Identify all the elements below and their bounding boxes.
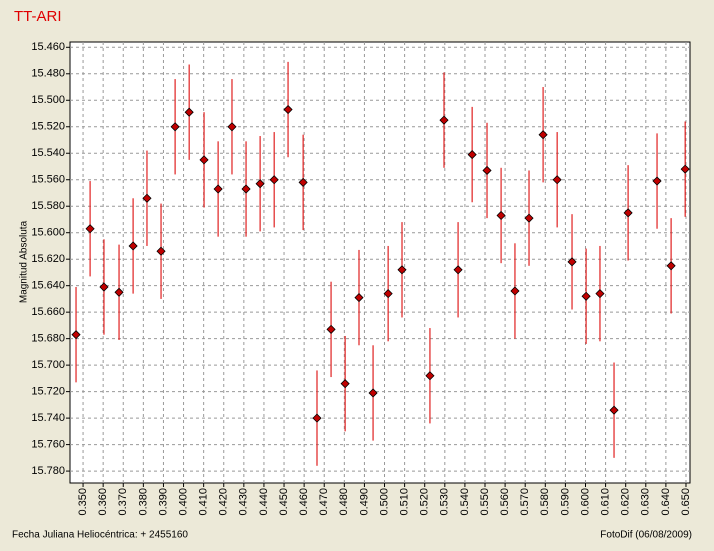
point <box>241 184 251 194</box>
point <box>467 150 477 160</box>
point <box>156 246 166 256</box>
y-tick-label: 15.680 <box>31 333 65 345</box>
x-tick-label: 0.560 <box>499 488 511 516</box>
point <box>439 115 449 125</box>
point <box>482 165 492 176</box>
x-tick-label: 0.370 <box>117 488 129 516</box>
x-tick-label: 0.470 <box>318 488 330 516</box>
point <box>283 104 293 115</box>
x-tick-label: 0.590 <box>559 488 571 516</box>
point <box>128 241 138 251</box>
point <box>666 261 676 271</box>
point <box>609 405 619 415</box>
x-tick-label: 0.430 <box>238 488 250 516</box>
point <box>623 208 633 218</box>
x-tick-label: 0.540 <box>459 488 471 516</box>
point <box>142 193 152 203</box>
chart-title: TT-ARI <box>14 8 62 25</box>
point <box>298 177 308 187</box>
y-tick-label: 15.500 <box>31 94 65 106</box>
x-tick-label: 0.500 <box>378 488 390 516</box>
point <box>453 265 463 275</box>
x-tick-label: 0.400 <box>177 488 189 516</box>
point <box>114 287 124 297</box>
point <box>227 122 237 132</box>
y-tick-label: 15.460 <box>31 41 65 53</box>
y-tick-label: 15.540 <box>31 147 65 159</box>
x-tick-label: 0.650 <box>680 488 692 516</box>
y-tick-label: 15.620 <box>31 253 65 265</box>
x-tick-label: 0.640 <box>660 488 672 516</box>
point <box>312 413 322 423</box>
footer: FotoDif (06/08/2009) <box>600 530 692 541</box>
point <box>213 184 223 194</box>
y-tick-label: 15.480 <box>31 68 65 80</box>
y-tick-label: 15.580 <box>31 200 65 212</box>
x-tick-label: 0.380 <box>137 488 149 516</box>
point <box>652 176 662 186</box>
y-tick-label: 15.640 <box>31 280 65 292</box>
point <box>354 293 364 303</box>
x-tick-label: 0.610 <box>599 488 611 516</box>
x-tick-label: 0.390 <box>157 488 169 516</box>
point <box>595 289 605 299</box>
x-tick-label: 0.570 <box>519 488 531 516</box>
y-axis-label: Magnitud Absoluta <box>19 220 30 303</box>
point <box>538 130 548 140</box>
point <box>85 224 95 234</box>
point <box>496 210 506 221</box>
y-tick-label: 15.780 <box>31 465 65 477</box>
x-tick-label: 0.630 <box>640 488 652 516</box>
point <box>680 164 690 174</box>
point <box>552 175 562 185</box>
x-tick-label: 0.530 <box>439 488 451 516</box>
y-tick-label: 15.560 <box>31 174 65 186</box>
y-tick-label: 15.720 <box>31 386 65 398</box>
x-tick-label: 0.410 <box>198 488 210 516</box>
y-tick-label: 15.520 <box>31 121 65 133</box>
x-tick-label: 0.420 <box>218 488 230 516</box>
point <box>397 265 407 275</box>
x-tick-label: 0.480 <box>338 488 350 516</box>
x-tick-label: 0.520 <box>419 488 431 516</box>
x-tick-label: 0.510 <box>399 488 411 516</box>
x-tick-label: 0.350 <box>77 488 89 516</box>
point <box>269 175 279 185</box>
point <box>255 179 265 189</box>
x-tick-label: 0.600 <box>579 488 591 516</box>
x-tick-label: 0.460 <box>298 488 310 516</box>
y-tick-label: 15.660 <box>31 306 65 318</box>
x-tick-label: 0.550 <box>479 488 491 516</box>
point <box>199 155 209 165</box>
point <box>524 213 534 223</box>
point <box>581 291 591 301</box>
y-tick-label: 15.740 <box>31 412 65 424</box>
x-tick-label: 0.450 <box>278 488 290 516</box>
point <box>425 371 435 381</box>
point <box>184 107 194 117</box>
x-axis-label: Fecha Juliana Heliocéntrica: + 2455160 <box>12 530 188 541</box>
point <box>71 330 81 340</box>
point <box>383 289 393 299</box>
x-tick-label: 0.580 <box>539 488 551 516</box>
point <box>99 282 109 292</box>
y-tick-label: 15.700 <box>31 359 65 371</box>
x-tick-label: 0.490 <box>358 488 370 516</box>
x-tick-label: 0.440 <box>258 488 270 516</box>
point <box>567 257 577 267</box>
y-tick-label: 15.600 <box>31 227 65 239</box>
point <box>340 379 350 389</box>
point <box>368 388 378 398</box>
point <box>170 122 180 132</box>
x-tick-label: 0.620 <box>620 488 632 516</box>
point <box>326 324 336 334</box>
y-tick-label: 15.760 <box>31 439 65 451</box>
x-tick-label: 0.360 <box>97 488 109 516</box>
point <box>510 286 520 296</box>
